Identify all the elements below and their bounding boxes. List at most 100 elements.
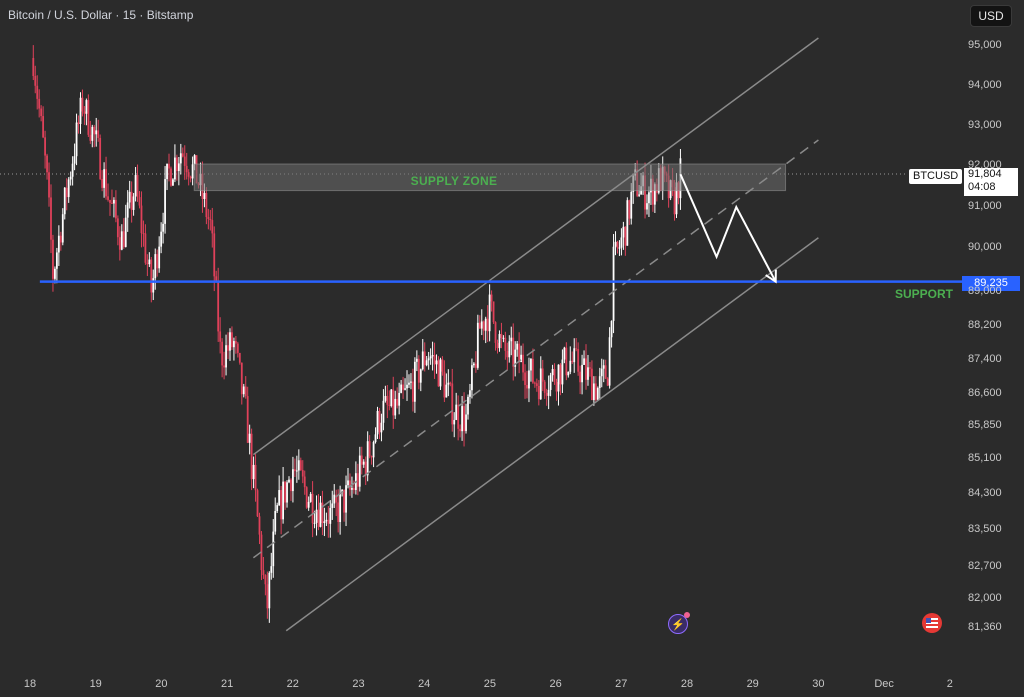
candle-body — [553, 369, 556, 383]
candle-body — [457, 404, 460, 429]
candle-body — [205, 192, 208, 218]
y-tick-label: 87,400 — [968, 353, 1002, 365]
candle-body — [370, 456, 373, 458]
candle-body — [118, 237, 121, 250]
candle-body — [547, 389, 550, 396]
candle-body — [626, 200, 629, 246]
candle-body — [81, 97, 84, 112]
candle-body — [329, 507, 332, 524]
candle-body — [97, 130, 100, 138]
candle-body — [77, 122, 80, 125]
candle-body — [83, 111, 86, 114]
candle-body — [469, 390, 471, 397]
event-lightning-icon[interactable]: ⚡ — [668, 614, 688, 634]
candle-body — [653, 184, 656, 205]
candle-body — [439, 359, 442, 387]
candle-body — [63, 187, 66, 215]
candle-body — [227, 345, 229, 351]
channel-lower-line — [285, 237, 819, 632]
candle-body — [467, 396, 469, 415]
candle-body — [445, 384, 448, 398]
candle-body — [376, 410, 379, 435]
candle-body — [301, 470, 304, 477]
candle-body — [577, 349, 580, 372]
candle-body — [402, 384, 404, 390]
candle-body — [67, 179, 70, 198]
x-tick-label: 21 — [220, 678, 234, 690]
candle-body — [107, 196, 109, 200]
candle-body — [532, 358, 534, 383]
candle-body — [530, 358, 532, 371]
supply-zone-box — [193, 163, 787, 192]
candle-body — [498, 334, 501, 349]
candle-body — [347, 480, 349, 486]
candle-body — [484, 318, 487, 331]
candle-body — [516, 343, 519, 350]
countdown-timer: 04:08 — [968, 181, 996, 193]
candle-body — [101, 178, 104, 188]
candle-body — [229, 332, 231, 351]
candle-body — [146, 262, 149, 265]
candle-body — [109, 199, 111, 203]
us-flag-icon[interactable] — [922, 613, 942, 633]
candle-body — [618, 247, 621, 249]
candle-body — [231, 332, 233, 348]
candle-body — [181, 153, 184, 157]
candle-body — [638, 194, 641, 196]
y-tick-label: 84,300 — [968, 487, 1002, 499]
candle-body — [292, 469, 294, 492]
candle-body — [57, 235, 60, 253]
candle-body — [85, 100, 88, 114]
candle-body — [555, 382, 558, 392]
candle-body — [211, 220, 214, 234]
candle-body — [93, 126, 96, 135]
candle-body — [427, 358, 430, 361]
candle-body — [378, 410, 381, 433]
candle-body — [630, 191, 633, 219]
candle-body — [360, 455, 363, 465]
candle-body — [429, 356, 432, 359]
y-tick-label: 88,200 — [968, 319, 1002, 331]
candle-body — [280, 490, 283, 520]
candle-body — [307, 501, 310, 508]
candle-body — [520, 354, 523, 363]
candle-body — [52, 239, 54, 279]
y-tick-label: 90,000 — [968, 241, 1002, 253]
candle-body — [543, 381, 546, 393]
candle-body — [463, 406, 465, 432]
candle-body — [174, 157, 176, 180]
candle-body — [366, 441, 369, 476]
candle-body — [673, 187, 676, 215]
candle-body — [250, 433, 253, 480]
candle-body — [472, 363, 475, 366]
candle-body — [209, 218, 212, 221]
candle-body — [144, 233, 147, 263]
candle-body — [113, 199, 115, 204]
candle-body — [268, 572, 271, 609]
candle-body — [42, 116, 45, 138]
candle-body — [602, 365, 605, 369]
x-tick-label: 24 — [418, 678, 431, 690]
candle-body — [44, 137, 46, 156]
candle-body — [518, 343, 521, 363]
candle-body — [36, 85, 39, 99]
candle-body — [321, 502, 324, 524]
candle-body — [128, 191, 131, 203]
candle-body — [242, 386, 245, 395]
candle-body — [305, 487, 308, 508]
candle-body — [152, 278, 155, 293]
y-tick-label: 85,850 — [968, 419, 1002, 431]
candle-body — [410, 381, 412, 383]
candle-body — [510, 337, 513, 342]
candle-body — [372, 442, 375, 458]
candle-body — [244, 386, 247, 397]
y-tick-label: 94,000 — [968, 79, 1002, 91]
candle-body — [596, 387, 599, 400]
currency-button[interactable]: USD — [970, 5, 1012, 27]
candle-body — [297, 460, 300, 471]
candle-body — [506, 350, 509, 358]
y-tick-label: 85,100 — [968, 452, 1002, 464]
candle-body — [533, 382, 536, 384]
candle-body — [500, 334, 503, 339]
